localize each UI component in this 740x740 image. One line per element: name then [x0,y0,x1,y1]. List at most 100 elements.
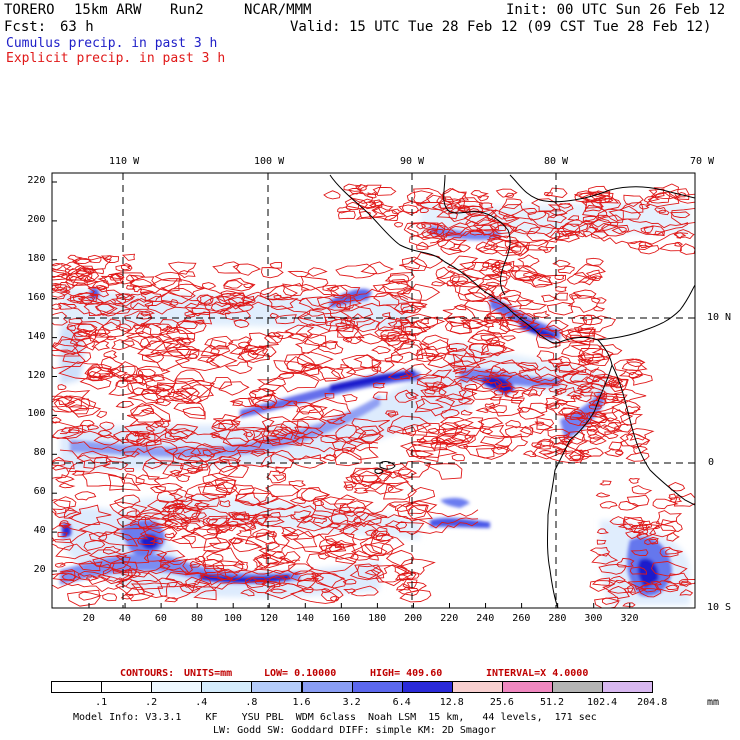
contour-line [93,434,121,446]
contour-line [116,516,138,528]
contour-line [220,309,232,316]
contour-line [638,587,662,598]
contour-line [115,379,129,388]
contour-line [373,292,400,307]
contour-line [205,353,238,368]
contour-line [398,204,419,214]
contour-line [548,355,572,368]
contour-line [535,333,561,349]
contour-line [236,449,275,468]
contour-line [477,195,490,202]
contour-line [223,277,256,292]
contour-line [52,538,75,551]
contour-line [469,229,485,236]
contour-line [209,377,233,390]
contour-line [436,270,460,287]
contour-line [269,312,280,319]
contour-line [560,437,573,445]
contour-line [449,274,480,287]
contour-line [266,470,287,484]
contour-line [286,356,323,373]
contour-line [142,462,184,480]
contour-line [557,407,588,419]
contour-line [84,364,116,379]
contour-line [619,411,644,426]
contour-line [379,337,416,351]
lat-label-10n: 10 N [707,312,732,323]
contour-line [463,292,487,302]
contour-line [140,323,150,329]
contour-line [52,464,70,479]
contour-line [288,563,315,575]
contour-line [356,198,377,210]
colorbar-unit: mm [707,697,720,708]
colorbar-label: 6.4 [392,697,411,708]
contour-line [164,518,191,529]
contour-line [357,333,384,345]
contour-line [396,287,423,303]
contour-line [596,395,620,404]
contour-line [596,424,623,436]
contour-line [65,267,93,282]
contour-line [230,511,249,521]
contour-line [424,381,448,391]
axis-ticks [52,181,631,608]
x-tick-label: 320 [620,613,639,624]
colorbar-label: .8 [245,697,258,708]
contour-line [184,302,200,309]
contour-line [589,197,622,211]
contour-line [658,209,670,216]
contour-line [567,215,579,221]
contour-line [508,269,538,282]
contour-line [604,431,619,440]
contour-line [438,200,454,210]
contour-line [375,532,395,543]
contour-line [429,231,689,247]
contour-line [519,368,543,381]
contour-line [293,426,324,439]
contour-line [388,415,432,435]
contour-line [66,324,77,331]
contour-line [206,526,224,535]
contours-units: UNITS=mm [184,668,233,679]
contour-line [328,318,356,333]
contour-line [69,328,96,347]
contour-line [322,284,340,292]
contour-line [561,341,591,357]
contour-line [637,520,653,529]
contour-line [494,433,529,452]
contour-line [626,358,646,367]
contour-line [167,581,178,588]
contour-line [402,283,441,301]
contour-line [58,520,72,527]
contour-line [585,199,603,212]
contour-line [480,424,506,438]
contour-line [324,544,356,560]
contour-line [410,449,435,460]
contour-line [62,261,80,271]
contour-line [495,188,518,198]
contour-line [625,405,641,414]
contour-line [338,210,356,220]
contour-line [616,557,635,568]
contour-line [601,597,621,605]
contour-line [580,314,603,326]
contour-line [218,419,241,432]
contour-line [234,487,279,505]
contour-line [395,521,425,533]
contour-line [668,497,683,503]
contour-line [345,366,379,378]
contour-line [442,305,476,322]
contour-line [628,478,641,484]
contour-line [324,392,335,399]
contour-line [607,585,630,599]
contour-line [52,390,91,408]
contour-line [351,543,388,558]
contour-line [134,323,163,339]
contour-line [202,449,224,457]
contour-line [141,319,180,335]
contour-line [591,406,618,422]
contour-line [434,393,472,407]
contour-line [123,424,156,437]
colorbar-label: 204.8 [637,697,668,708]
